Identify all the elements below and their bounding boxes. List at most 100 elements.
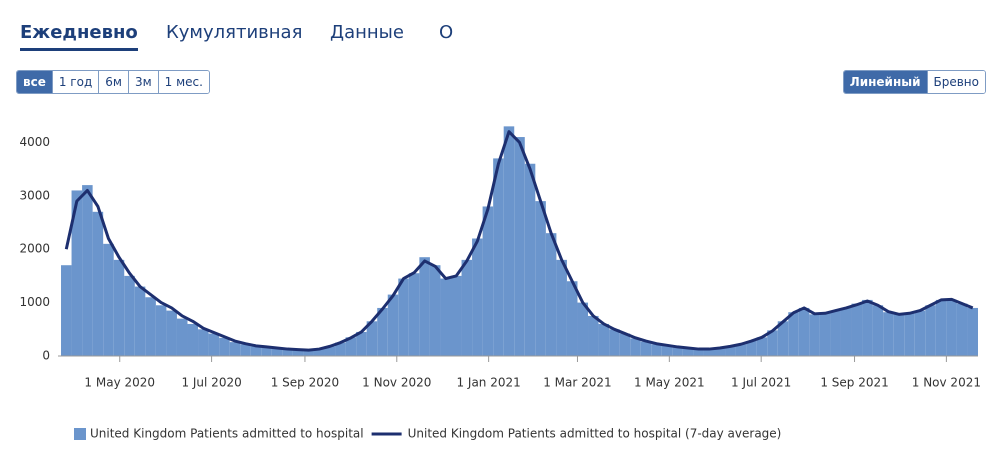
bar	[250, 346, 262, 356]
bar	[155, 305, 167, 356]
bar	[725, 346, 736, 356]
scale-button[interactable]: Бревно	[927, 71, 985, 93]
bar	[71, 190, 83, 356]
bar	[229, 342, 241, 356]
x-tick-label: 1 Sep 2021	[820, 376, 888, 390]
x-tick-label: 1 May 2020	[84, 376, 155, 390]
bar	[472, 238, 483, 356]
bar	[198, 329, 209, 356]
bar	[756, 337, 768, 356]
line	[64, 130, 974, 352]
bar	[219, 337, 230, 356]
tab[interactable]: О	[439, 22, 454, 43]
bar	[503, 126, 515, 357]
bar	[566, 281, 578, 356]
range-button[interactable]: 6м	[99, 71, 129, 93]
bar	[387, 294, 399, 356]
bar	[429, 265, 441, 356]
bar	[176, 318, 188, 356]
bar	[735, 344, 747, 356]
range-button[interactable]: все	[17, 71, 53, 93]
tab[interactable]: Ежедневно	[20, 22, 138, 51]
bar	[840, 307, 852, 356]
y-tick-label: 2000	[19, 242, 50, 256]
bar	[609, 329, 620, 356]
bar	[482, 206, 494, 356]
range-button[interactable]: 1 год	[52, 71, 100, 93]
bar	[577, 302, 589, 356]
bar	[946, 299, 957, 356]
bar	[672, 347, 683, 356]
bar	[408, 273, 420, 356]
bar	[535, 201, 546, 356]
scale-group: Линейный Бревно	[842, 70, 986, 94]
bar	[134, 286, 146, 356]
bar	[556, 259, 567, 356]
range-button[interactable]: 1 мес.	[158, 71, 209, 93]
x-tick-label: 1 May 2021	[634, 376, 705, 390]
bar	[366, 321, 378, 356]
legend-label: United Kingdom Patients admitted to hosp…	[90, 427, 364, 441]
bar	[377, 307, 388, 356]
bar	[703, 349, 715, 356]
bar	[240, 344, 251, 356]
bar	[292, 349, 304, 356]
bar	[419, 257, 430, 356]
bar	[61, 265, 72, 356]
bar	[830, 310, 841, 356]
bar	[166, 310, 177, 356]
bar	[851, 303, 863, 356]
y-tick-label: 3000	[19, 188, 50, 202]
bar	[883, 312, 894, 356]
x-tick-label: 1 Nov 2020	[362, 376, 431, 390]
bar	[651, 344, 662, 356]
bar	[640, 341, 652, 356]
bar	[935, 299, 947, 356]
scale-button[interactable]: Линейный	[843, 71, 928, 93]
bar	[261, 347, 272, 356]
bar	[925, 305, 936, 356]
bar	[798, 307, 810, 356]
bar	[819, 313, 831, 356]
bar	[777, 321, 789, 356]
bar	[335, 342, 346, 356]
bar	[187, 323, 199, 356]
bar	[904, 313, 915, 356]
bar	[588, 315, 599, 356]
bar	[788, 312, 799, 356]
y-tick-label: 1000	[19, 295, 50, 309]
bar	[693, 349, 704, 356]
bar	[893, 314, 905, 356]
bar	[398, 278, 409, 356]
bar	[303, 350, 314, 356]
bar	[113, 259, 125, 356]
bar	[661, 345, 673, 356]
bar	[967, 307, 978, 356]
bar	[345, 337, 357, 356]
bar	[714, 347, 726, 356]
bar	[956, 303, 968, 356]
bar	[282, 349, 293, 356]
bar	[514, 137, 525, 356]
bar	[524, 163, 536, 356]
bar	[767, 330, 778, 356]
bar	[493, 158, 504, 356]
bar	[103, 243, 114, 356]
bar	[862, 299, 873, 356]
bar	[914, 310, 926, 356]
bar	[313, 349, 325, 356]
bar	[872, 305, 884, 356]
tab[interactable]: Кумулятивная	[166, 22, 303, 43]
x-tick-label: 1 Mar 2021	[543, 376, 611, 390]
tab[interactable]: Данные	[330, 22, 404, 43]
bar	[630, 338, 641, 356]
bar	[809, 314, 820, 356]
range-button[interactable]: 3м	[128, 71, 159, 93]
bar	[124, 275, 135, 356]
x-tick-label: 1 Jul 2020	[181, 376, 241, 390]
bar	[356, 331, 367, 356]
bar	[746, 341, 757, 356]
bar	[145, 297, 156, 356]
